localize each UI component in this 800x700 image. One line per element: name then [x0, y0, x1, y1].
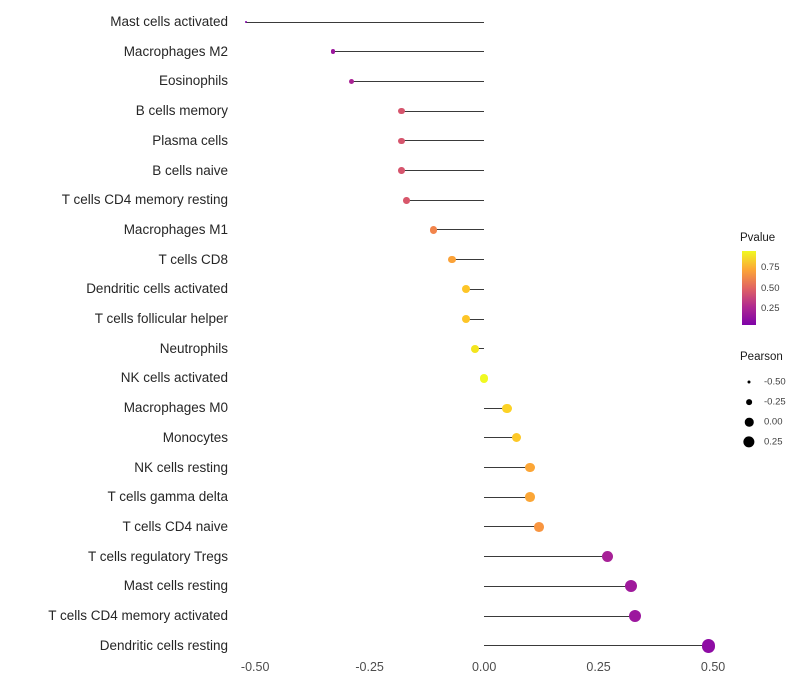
legend-size-label: 0.25	[764, 436, 783, 448]
legend-size-label: -0.50	[764, 376, 786, 388]
lollipop-stem	[401, 170, 485, 171]
lollipop-stem	[452, 259, 485, 261]
pvalue-colorbar-gradient	[742, 251, 756, 325]
lollipop-dot	[244, 20, 248, 24]
legend-size-entry: 0.25	[740, 432, 800, 452]
lollipop-dot	[511, 433, 521, 443]
lollipop-dot	[479, 374, 489, 383]
lollipop-dot	[525, 492, 535, 502]
lollipop-dot	[448, 255, 456, 264]
legend-size-dot-box	[740, 412, 758, 432]
category-label: T cells gamma delta	[107, 489, 228, 505]
legend-size-entry: -0.25	[740, 392, 800, 412]
colorbar-tick-label: 0.50	[761, 282, 780, 294]
lollipop-stem	[484, 556, 608, 558]
lollipop-stem	[406, 199, 485, 201]
lollipop-stem	[474, 348, 485, 350]
lollipop-dot	[430, 226, 438, 234]
category-label: Eosinophils	[158, 73, 228, 89]
lollipop-stem	[484, 615, 636, 617]
lollipop-dot	[701, 638, 716, 653]
legend-size-dot	[743, 436, 755, 448]
pearson-legend-title: Pearson	[740, 351, 783, 363]
x-tick-label: 0.50	[700, 660, 726, 674]
x-tick-label: -0.50	[240, 660, 270, 674]
lollipop-stem	[465, 288, 485, 290]
category-label: Monocytes	[162, 429, 228, 445]
lollipop-stem	[333, 51, 485, 53]
lollipop-dot	[525, 462, 535, 473]
lollipop-stem	[484, 407, 507, 409]
category-label: T cells follicular helper	[94, 311, 228, 326]
lollipop-stem	[351, 80, 485, 82]
lollipop-stem	[484, 496, 530, 498]
category-label: Dendritic cells activated	[86, 281, 228, 297]
lollipop-dot	[398, 137, 405, 145]
category-label: Mast cells activated	[110, 14, 228, 29]
lollipop-dot	[330, 49, 336, 55]
lollipop-dot	[402, 196, 410, 204]
lollipop-dot	[624, 580, 637, 593]
category-label: Neutrophils	[159, 340, 228, 356]
pearson-size-legend: -0.50 -0.25 0.00 0.25	[740, 372, 800, 452]
plot-panel: -0.50 -0.25 0.00 0.25 0.50	[238, 0, 760, 700]
lollipop-dot	[348, 78, 354, 85]
category-label: Dendritic cells resting	[99, 637, 228, 653]
pvalue-legend-title: Pvalue	[740, 232, 776, 244]
category-label: NK cells resting	[134, 459, 228, 475]
lollipop-stem	[484, 437, 517, 439]
category-label: T cells regulatory Tregs	[87, 548, 228, 564]
category-label: T cells CD4 memory resting	[61, 192, 228, 208]
x-tick-label: -0.25	[355, 660, 384, 674]
lollipop-stem	[484, 467, 530, 468]
legend-size-label: 0.00	[764, 416, 783, 428]
category-label: T cells CD8	[158, 251, 228, 267]
legend-size-label: -0.25	[764, 396, 786, 408]
legend-size-dot	[747, 380, 751, 384]
category-label: Mast cells resting	[123, 578, 228, 594]
legend-size-dot-box	[740, 432, 758, 452]
lollipop-dot	[534, 521, 544, 532]
lollipop-dot	[602, 550, 614, 563]
x-tick-label: 0.00	[471, 660, 497, 674]
legend-size-dot-box	[740, 392, 758, 412]
lollipop-dot	[398, 107, 405, 115]
lollipop-stem	[484, 585, 631, 587]
category-label: Macrophages M0	[123, 400, 228, 416]
lollipop-dot	[629, 609, 642, 623]
legend-size-entry: -0.50	[740, 372, 800, 392]
lollipop-stem	[401, 110, 485, 112]
lollipop-dot	[502, 403, 512, 413]
lollipop-dot	[461, 314, 470, 324]
lollipop-stem	[433, 229, 485, 231]
lollipop-dot	[398, 167, 405, 174]
category-label: Macrophages M2	[123, 43, 228, 59]
y-axis-labels: Mast cells activated Macrophages M2 Eosino…	[0, 0, 230, 700]
category-label: T cells CD4 memory activated	[48, 608, 228, 623]
category-label: Plasma cells	[152, 132, 228, 148]
lollipop-stem	[401, 140, 485, 142]
colorbar-tick-label: 0.75	[761, 261, 780, 273]
legend-size-dot-box	[740, 372, 758, 392]
legend-size-dot	[744, 417, 754, 427]
lollipop-stem	[465, 318, 485, 320]
category-label: B cells memory	[135, 103, 228, 119]
x-tick-label: 0.25	[586, 660, 611, 674]
lollipop-stem	[246, 21, 485, 23]
category-label: NK cells activated	[120, 370, 228, 386]
lollipop-dot	[470, 344, 480, 353]
lollipop-stem	[484, 526, 540, 528]
category-label: Macrophages M1	[123, 221, 228, 237]
legend-size-entry: 0.00	[740, 412, 800, 432]
category-label: T cells CD4 naive	[122, 518, 228, 534]
pvalue-colorbar: 0.75 0.50 0.25	[740, 251, 800, 325]
category-label: B cells naive	[152, 162, 228, 178]
lollipop-stem	[484, 645, 709, 647]
lollipop-dot	[461, 285, 470, 294]
legend-size-dot	[746, 399, 752, 405]
colorbar-tick-label: 0.25	[761, 303, 780, 315]
legend: Pvalue 0.75 0.50 0.25 Pearson -0.50 -0.25 0.…	[740, 232, 800, 452]
